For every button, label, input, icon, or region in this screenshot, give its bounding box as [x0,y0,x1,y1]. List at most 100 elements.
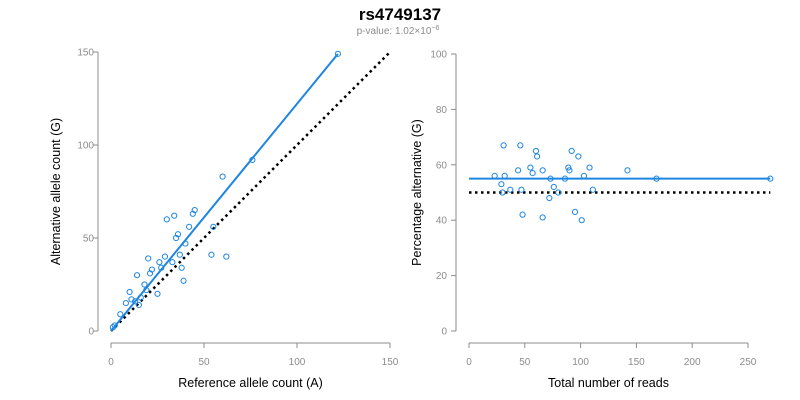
data-point [186,223,193,230]
data-point [210,223,217,230]
data-point [501,172,508,179]
expected-reference-line [110,51,391,332]
data-point [561,175,569,182]
data-point [182,240,189,247]
data-point [575,153,582,160]
data-point [550,183,557,191]
x-tick-label: 0 [108,357,114,368]
x-tick-label: 150 [628,357,645,368]
y-tick-label: 0 [441,327,447,338]
data-point [566,167,573,174]
y-tick-label: 80 [436,105,448,116]
data-point [539,167,546,174]
p-value-exponent: −6 [431,25,439,32]
data-point [132,298,139,305]
data-point [767,175,774,182]
data-point [178,264,185,271]
y-tick-label: 40 [436,216,448,227]
x-axis-title: Total number of reads [548,376,669,390]
data-point [580,172,588,179]
x-tick-label: 150 [382,357,399,368]
data-point [555,189,562,196]
y-axis-title: Alternative allele count (G) [49,118,63,265]
data-point [515,167,522,174]
data-point [334,50,342,57]
data-point [500,142,507,149]
data-point [109,324,116,331]
data-point [141,281,148,288]
x-tick-label: 0 [466,357,472,368]
x-tick-label: 200 [684,357,701,368]
y-tick-label: 150 [77,48,94,59]
data-point [191,207,198,214]
data-point [498,181,505,188]
data-point [539,214,546,221]
data-point [624,167,631,174]
data-point [519,211,526,218]
data-point [571,208,579,215]
x-tick-label: 250 [740,357,757,368]
y-tick-label: 100 [77,141,94,152]
y-tick-label: 50 [83,234,95,245]
data-point [171,212,178,219]
data-point [568,147,575,155]
data-point [117,311,124,318]
data-point [517,142,524,149]
data-point [219,173,226,180]
x-tick-label: 50 [519,357,531,368]
data-point [578,217,585,224]
y-tick-label: 0 [88,327,94,338]
data-point [158,264,165,271]
data-point [143,286,150,294]
data-point [174,231,182,238]
data-point [499,189,506,196]
y-tick-label: 60 [436,160,448,171]
data-point [163,216,170,223]
chart-title: rs4749137 [359,5,441,24]
data-point [154,290,161,297]
data-point [176,251,183,258]
data-point [533,153,541,160]
x-axis-title: Reference allele count (A) [178,376,323,390]
data-point [653,175,660,182]
y-tick-label: 20 [436,271,448,282]
data-point [532,147,540,155]
data-point [546,194,553,202]
data-point [547,175,554,182]
data-point [169,259,176,266]
data-point [161,253,169,260]
data-point [223,253,230,260]
data-point [586,164,593,171]
data-point [128,296,135,303]
x-tick-label: 100 [572,357,589,368]
data-point [148,266,156,273]
data-point [518,186,525,193]
data-point [180,277,187,284]
data-point [507,186,514,193]
data-point [189,210,196,217]
p-value-subtitle: p-value: 1.02×10−6 [357,25,440,37]
data-point [146,270,154,277]
data-point [135,301,142,309]
allele-count-scatter-panel: 0 50 100 150 0 50 100 150 Reference allele count… [49,48,399,391]
data-point [137,294,144,301]
p-value-text: p-value: 1.02×10 [357,26,432,37]
x-tick-label: 100 [289,357,306,368]
data-point [173,234,180,242]
data-point [249,156,256,163]
data-point [111,322,118,329]
x-tick-label: 50 [198,357,210,368]
data-point [565,164,572,171]
data-point [156,259,163,266]
data-point [529,170,536,177]
fitted-trend-line [110,53,339,332]
percentage-alternative-scatter-panel: 0 50 100 150 200 250 0 20 40 60 80 100 Total number … [410,50,774,390]
data-point [491,172,498,179]
data-point [122,300,129,307]
data-point [589,186,596,193]
y-axis-title: Percentage alternative (G) [410,119,424,266]
y-tick-label: 100 [430,50,447,61]
data-point [208,251,215,258]
data-point [145,255,152,262]
